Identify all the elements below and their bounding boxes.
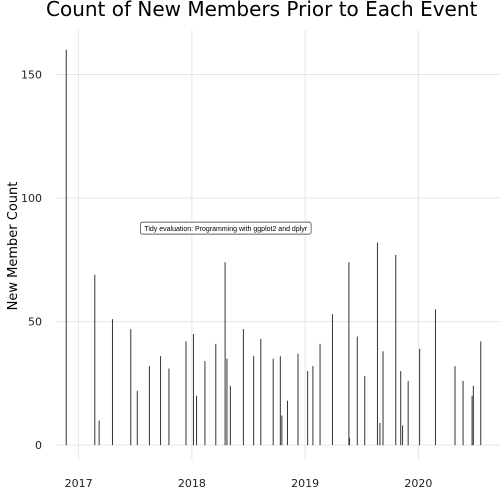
y-tick-label: 100 bbox=[21, 192, 42, 205]
annotation-box bbox=[139, 221, 312, 235]
y-tick-label: 150 bbox=[21, 68, 42, 81]
x-tick-label: 2020 bbox=[404, 477, 432, 490]
annotation: Tidy evaluation: Programming with ggplot… bbox=[139, 221, 312, 235]
chart-title: Count of New Members Prior to Each Event bbox=[46, 0, 478, 21]
bars bbox=[65, 49, 482, 446]
annotation-text: Tidy evaluation: Programming with ggplot… bbox=[144, 226, 307, 233]
gridlines bbox=[56, 30, 500, 460]
x-tick-label: 2017 bbox=[65, 477, 93, 490]
y-tick-label: 50 bbox=[28, 316, 42, 329]
y-axis-label: New Member Count bbox=[6, 182, 21, 311]
x-tick-label: 2019 bbox=[291, 477, 319, 490]
tick-labels: 0 50 100 150 2017 2018 2019 2020 bbox=[21, 68, 432, 490]
x-tick-label: 2018 bbox=[178, 477, 206, 490]
y-tick-label: 0 bbox=[35, 439, 42, 452]
